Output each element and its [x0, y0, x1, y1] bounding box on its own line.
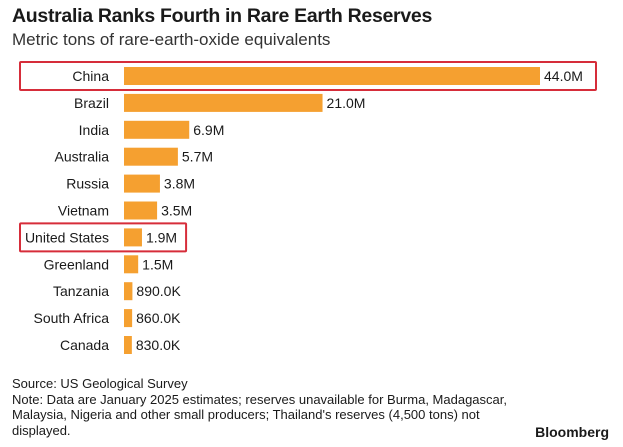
bar-south-africa — [124, 309, 133, 328]
category-label-brazil: Brazil — [74, 95, 109, 111]
category-label-vietnam: Vietnam — [58, 203, 109, 219]
value-label-vietnam: 3.5M — [161, 203, 192, 219]
category-label-south-africa: South Africa — [34, 310, 110, 326]
bloomberg-logo: Bloomberg — [535, 424, 609, 440]
bar-tanzania — [124, 282, 133, 301]
bar-vietnam — [124, 201, 158, 220]
source-note: Source: US Geological Survey — [12, 376, 188, 391]
value-label-canada: 830.0K — [136, 337, 181, 353]
category-label-australia: Australia — [55, 149, 110, 165]
bar-russia — [124, 174, 160, 193]
category-label-canada: Canada — [60, 337, 109, 353]
value-label-south-africa: 860.0K — [136, 310, 181, 326]
highlight-box-china — [19, 61, 597, 91]
value-label-india: 6.9M — [193, 122, 224, 138]
bar-greenland — [124, 255, 139, 274]
value-label-australia: 5.7M — [182, 149, 213, 165]
bar-canada — [124, 336, 132, 354]
bar-australia — [124, 147, 178, 166]
bar-china — [124, 67, 540, 85]
category-label-united-states: United States — [25, 229, 109, 245]
category-label-russia: Russia — [66, 176, 109, 192]
chart-subtitle: Metric tons of rare-earth-oxide equivale… — [12, 30, 331, 49]
bar-india — [124, 120, 190, 139]
chart-title: Australia Ranks Fourth in Rare Earth Res… — [12, 5, 432, 27]
chart-footnote: Source: US Geological Survey Note: Data … — [12, 376, 532, 438]
category-label-greenland: Greenland — [44, 256, 109, 272]
data-note: Note: Data are January 2025 estimates; r… — [12, 391, 507, 438]
value-label-brazil: 21.0M — [327, 95, 366, 111]
bar-united-states — [124, 228, 142, 247]
category-label-india: India — [79, 122, 110, 138]
highlight-box-united-states — [19, 222, 188, 253]
bar-brazil — [124, 93, 323, 112]
value-label-tanzania: 890.0K — [136, 283, 181, 299]
category-label-tanzania: Tanzania — [53, 283, 109, 299]
value-label-greenland: 1.5M — [142, 256, 173, 272]
value-label-united-states: 1.9M — [146, 229, 177, 245]
category-label-china: China — [72, 68, 109, 84]
value-label-russia: 3.8M — [164, 176, 195, 192]
value-label-china: 44.0M — [544, 68, 583, 84]
